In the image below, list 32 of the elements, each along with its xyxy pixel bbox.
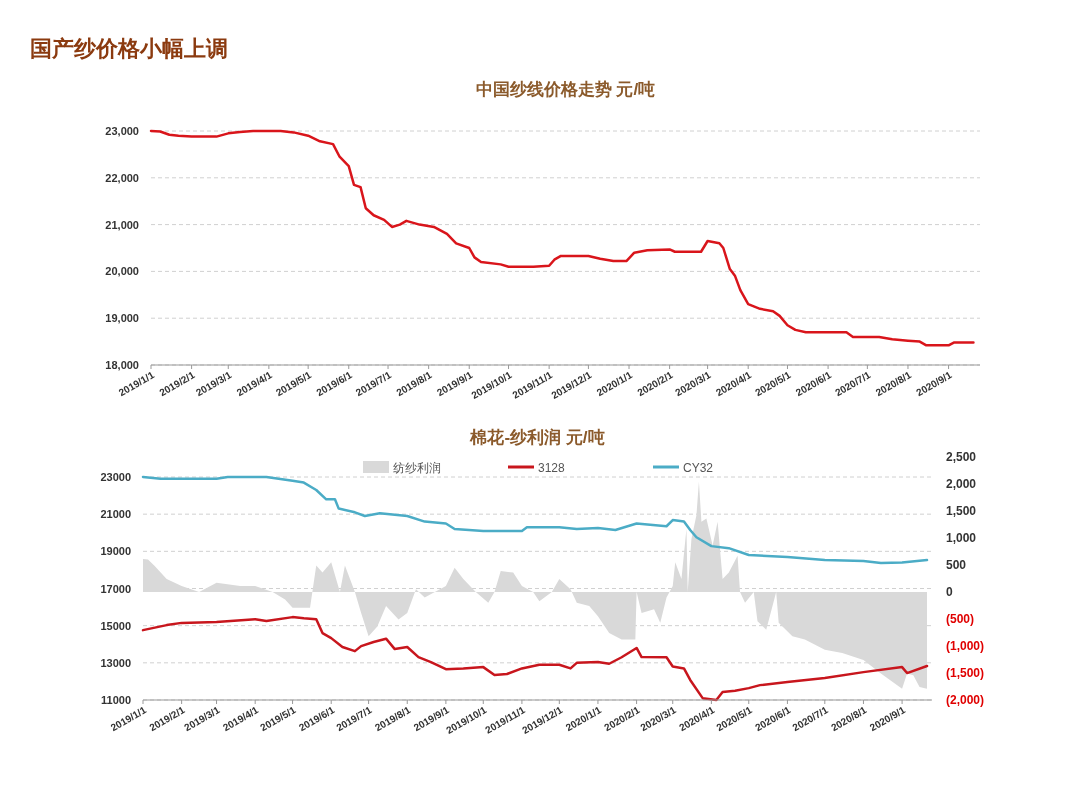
line-series — [141, 615, 929, 702]
y-tick-label: 19000 — [100, 545, 131, 558]
legend-label: CY32 — [683, 461, 714, 475]
y2-tick-label: 1,500 — [946, 504, 977, 518]
y2-tick-label: (1,500) — [946, 666, 985, 680]
chart-title: 棉花-纱利润 元/吨 — [469, 428, 605, 447]
y2-tick-label: 1,000 — [946, 531, 977, 545]
y-tick-label: 15000 — [100, 619, 131, 632]
y2-tick-label: 500 — [946, 558, 967, 572]
y-tick-label: 21,000 — [105, 218, 139, 231]
y2-tick-label: 2,500 — [946, 450, 977, 464]
y-tick-label: 21000 — [100, 508, 131, 521]
y-tick-label: 22,000 — [105, 171, 139, 184]
y-tick-label: 18,000 — [105, 359, 139, 371]
line-series — [141, 475, 929, 565]
line-series — [149, 129, 975, 347]
y-tick-label: 23,000 — [105, 125, 139, 137]
y2-tick-label: 2,000 — [946, 477, 977, 491]
y-tick-label: 19,000 — [105, 312, 139, 325]
y-tick-label: 17000 — [100, 582, 131, 595]
y2-tick-label: (1,000) — [946, 639, 985, 653]
text: 国产纱价格小幅上调 — [30, 36, 228, 61]
y-tick-label: 20,000 — [105, 265, 139, 278]
y-tick-label: 23000 — [100, 471, 131, 483]
y2-tick-label: 0 — [946, 585, 953, 599]
y2-tick-label: (2,000) — [946, 693, 985, 707]
y-tick-label: 11000 — [101, 694, 131, 706]
legend-label: 3128 — [538, 461, 566, 475]
legend-label: 纺纱利润 — [393, 461, 441, 475]
chart-title: 中国纱线价格走势 元/吨 — [475, 80, 656, 99]
y2-tick-label: (500) — [946, 612, 975, 626]
y-tick-label: 13000 — [100, 656, 131, 669]
